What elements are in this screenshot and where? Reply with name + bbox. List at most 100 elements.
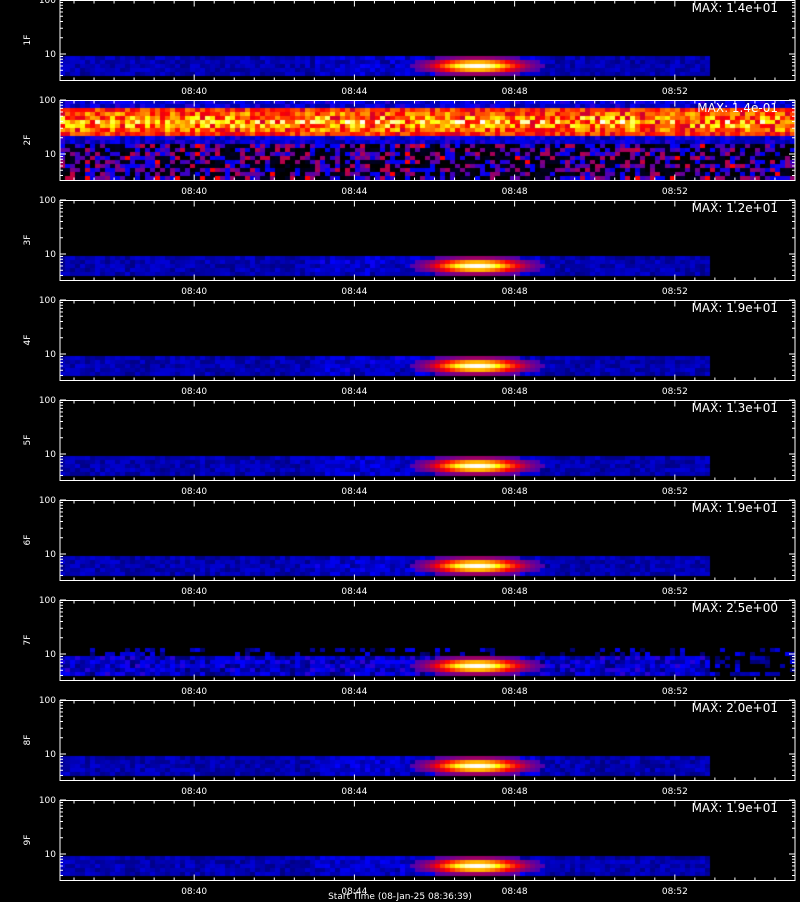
x-tick-label: 08:52 xyxy=(662,687,688,697)
x-tick-label: 08:40 xyxy=(181,287,207,297)
y-tick-label: 100 xyxy=(39,796,56,806)
max-label: MAX: 1.3e+01 xyxy=(692,401,778,415)
max-label: MAX: 2.0e+01 xyxy=(692,701,778,715)
y-tick-label: 100 xyxy=(39,596,56,606)
plot-frame xyxy=(59,800,796,881)
x-tick-label: 08:52 xyxy=(662,287,688,297)
plot-frame xyxy=(59,0,796,81)
x-tick-label: 08:40 xyxy=(181,187,207,197)
x-tick-label: 08:40 xyxy=(181,887,207,897)
y-tick-label: 100 xyxy=(39,96,56,106)
x-tick-label: 08:48 xyxy=(502,387,528,397)
y-tick-label: 100 xyxy=(39,0,56,6)
heatmap-5F xyxy=(60,400,795,480)
panel-7F: 100 10 08:40 08:44 08:48 08:52 7F MAX: 2.5e+00 xyxy=(0,596,800,700)
y-tick-label: 100 xyxy=(39,296,56,306)
channel-label: 3F xyxy=(23,235,33,246)
heatmap-1F xyxy=(60,0,795,80)
channel-label: 2F xyxy=(23,135,33,146)
y-tick-label: 10 xyxy=(45,50,57,60)
axes-5F: 100 10 08:40 08:44 08:48 08:52 5F MAX: 1.3e+01 xyxy=(23,396,796,497)
axes-7F: 100 10 08:40 08:44 08:48 08:52 7F MAX: 2.5e+00 xyxy=(23,596,796,697)
axes-1F: 100 10 08:40 08:44 08:48 08:52 1F MAX: 1.4e+01 xyxy=(23,0,796,97)
y-tick-label: 10 xyxy=(45,750,57,760)
channel-label: 4F xyxy=(23,335,33,346)
panel-2F: 100 10 08:40 08:44 08:48 08:52 2F MAX: 1.4e-01 xyxy=(0,96,800,200)
axes-8F: 100 10 08:40 08:44 08:48 08:52 8F MAX: 2.0e+01 xyxy=(23,696,796,797)
y-tick-label: 10 xyxy=(45,450,57,460)
x-tick-label: 08:40 xyxy=(181,87,207,97)
plot-frame xyxy=(59,200,796,281)
axes-6F: 100 10 08:40 08:44 08:48 08:52 6F MAX: 1.9e+01 xyxy=(23,496,796,597)
x-tick-label: 08:44 xyxy=(341,487,367,497)
panel-4F: 100 10 08:40 08:44 08:48 08:52 4F MAX: 1.9e+01 xyxy=(0,296,800,400)
heatmap-4F xyxy=(60,300,795,380)
plot-frame xyxy=(59,400,796,481)
max-label: MAX: 1.9e+01 xyxy=(692,801,778,815)
x-tick-label: 08:52 xyxy=(662,87,688,97)
y-tick-label: 10 xyxy=(45,650,57,660)
panel-3F: 100 10 08:40 08:44 08:48 08:52 3F MAX: 1.2e+01 xyxy=(0,196,800,300)
x-tick-label: 08:52 xyxy=(662,787,688,797)
x-tick-label: 08:48 xyxy=(502,687,528,697)
channel-label: 5F xyxy=(23,435,33,446)
x-tick-label: 08:48 xyxy=(502,587,528,597)
heatmap-2F xyxy=(60,100,795,180)
x-tick-label: 08:48 xyxy=(502,787,528,797)
x-tick-label: 08:52 xyxy=(662,887,688,897)
plot-frame xyxy=(59,300,796,381)
x-tick-label: 08:40 xyxy=(181,487,207,497)
heatmap-3F xyxy=(60,200,795,280)
axes-4F: 100 10 08:40 08:44 08:48 08:52 4F MAX: 1.9e+01 xyxy=(23,296,796,397)
heatmap-8F xyxy=(60,700,795,780)
max-label: MAX: 1.9e+01 xyxy=(692,301,778,315)
channel-label: 1F xyxy=(23,35,33,46)
x-tick-label: 08:48 xyxy=(502,287,528,297)
y-tick-label: 100 xyxy=(39,496,56,506)
y-tick-label: 10 xyxy=(45,150,57,160)
x-tick-label: 08:44 xyxy=(341,687,367,697)
x-tick-label: 08:44 xyxy=(341,787,367,797)
channel-label: 9F xyxy=(23,835,33,846)
y-tick-label: 10 xyxy=(45,550,57,560)
x-tick-label: 08:44 xyxy=(341,87,367,97)
heatmap-7F xyxy=(60,600,795,680)
y-tick-label: 100 xyxy=(39,396,56,406)
axes-9F: 100 10 08:40 08:44 08:48 08:52 9F MAX: 1.9e+01 xyxy=(23,796,796,897)
max-label: MAX: 2.5e+00 xyxy=(692,601,778,615)
x-tick-label: 08:44 xyxy=(341,287,367,297)
y-tick-label: 100 xyxy=(39,196,56,206)
x-tick-label: 08:48 xyxy=(502,187,528,197)
max-label: MAX: 1.4e+01 xyxy=(692,1,778,15)
x-tick-label: 08:48 xyxy=(502,487,528,497)
channel-label: 7F xyxy=(23,635,33,646)
y-tick-label: 10 xyxy=(45,250,57,260)
x-tick-label: 08:52 xyxy=(662,187,688,197)
x-tick-label: 08:48 xyxy=(502,87,528,97)
panel-8F: 100 10 08:40 08:44 08:48 08:52 8F MAX: 2.0e+01 xyxy=(0,696,800,800)
y-tick-label: 100 xyxy=(39,696,56,706)
plot-frame xyxy=(59,500,796,581)
panel-6F: 100 10 08:40 08:44 08:48 08:52 6F MAX: 1.9e+01 xyxy=(0,496,800,600)
plot-frame xyxy=(59,100,796,181)
x-tick-label: 08:44 xyxy=(341,587,367,597)
x-tick-label: 08:52 xyxy=(662,387,688,397)
x-tick-label: 08:48 xyxy=(502,887,528,897)
x-tick-label: 08:44 xyxy=(341,887,367,897)
max-label: MAX: 1.9e+01 xyxy=(692,501,778,515)
x-axis-title: Start Time (08-Jan-25 08:36:39) xyxy=(328,892,472,902)
panel-1F: 100 10 08:40 08:44 08:48 08:52 1F MAX: 1.4e+01 xyxy=(0,0,800,100)
x-tick-label: 08:40 xyxy=(181,387,207,397)
y-tick-label: 10 xyxy=(45,850,57,860)
x-tick-label: 08:52 xyxy=(662,587,688,597)
x-tick-label: 08:44 xyxy=(341,187,367,197)
x-tick-label: 08:44 xyxy=(341,387,367,397)
x-tick-label: 08:40 xyxy=(181,687,207,697)
max-label: MAX: 1.2e+01 xyxy=(692,201,778,215)
x-tick-label: 08:40 xyxy=(181,587,207,597)
heatmap-6F xyxy=(60,500,795,580)
x-tick-label: 08:52 xyxy=(662,487,688,497)
y-tick-label: 10 xyxy=(45,350,57,360)
channel-label: 8F xyxy=(23,735,33,746)
